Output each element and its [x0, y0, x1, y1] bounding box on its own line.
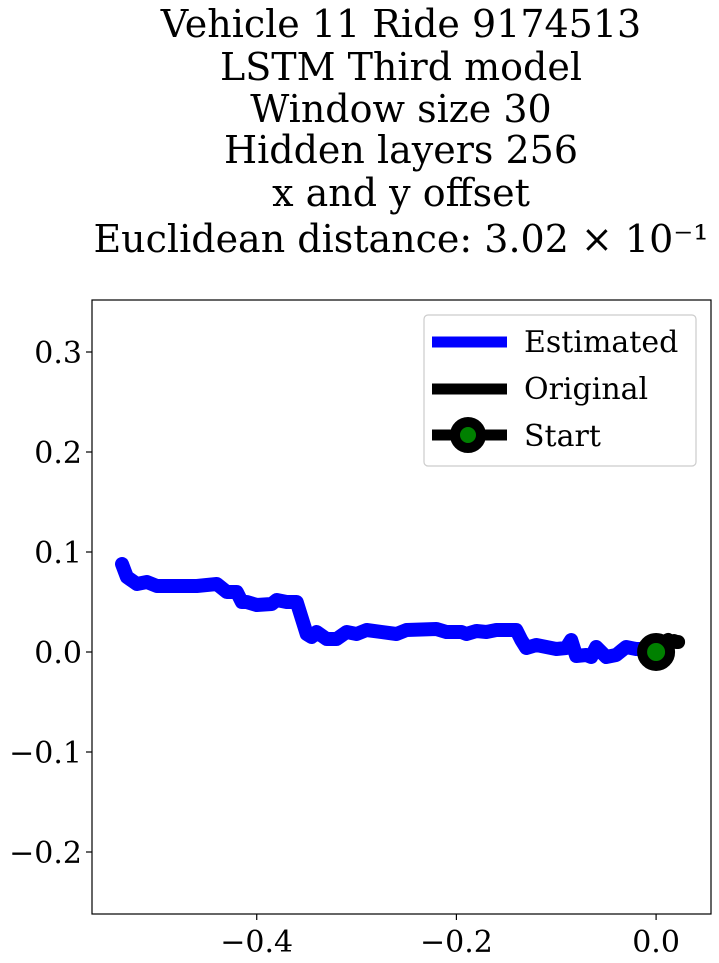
title-line-2: LSTM Third model: [220, 45, 582, 89]
plot-area: [115, 557, 686, 671]
y-tick-label: 0.3: [34, 336, 82, 371]
plot-frame: [91, 299, 712, 915]
series-marker-start: [637, 633, 676, 671]
legend-label-estimated: Estimated: [524, 325, 678, 360]
title-line-5: x and y offset: [272, 171, 530, 215]
legend-frame: [423, 314, 697, 467]
series-line-estimated: [115, 557, 664, 664]
title-line-3: Window size 30: [250, 87, 551, 131]
axes: −0.4 −0.2 0.0 0.3 0.2 0.1 0.0 −0.1 −0.2: [9, 336, 680, 960]
title-line-6: Euclidean distance: 3.02 × 10⁻¹: [93, 217, 708, 261]
legend-label-original: Original: [524, 372, 648, 407]
y-tick-label: −0.2: [9, 836, 82, 871]
y-tick-label: 0.0: [34, 636, 82, 671]
x-tick-label: −0.4: [220, 925, 293, 960]
chart-title: Vehicle 11 Ride 9174513 LSTM Third model…: [93, 2, 708, 261]
x-tick-label: 0.0: [632, 925, 680, 960]
legend: Estimated Original Start: [423, 314, 697, 467]
title-line-1: Vehicle 11 Ride 9174513: [160, 2, 641, 46]
legend-swatch-start-marker: [450, 417, 486, 453]
x-tick-label: −0.2: [420, 925, 493, 960]
title-line-4: Hidden layers 256: [224, 128, 578, 172]
legend-label-start: Start: [524, 419, 601, 454]
y-tick-label: −0.1: [9, 736, 82, 771]
y-tick-label: 0.1: [34, 536, 82, 571]
y-tick-label: 0.2: [34, 436, 82, 471]
